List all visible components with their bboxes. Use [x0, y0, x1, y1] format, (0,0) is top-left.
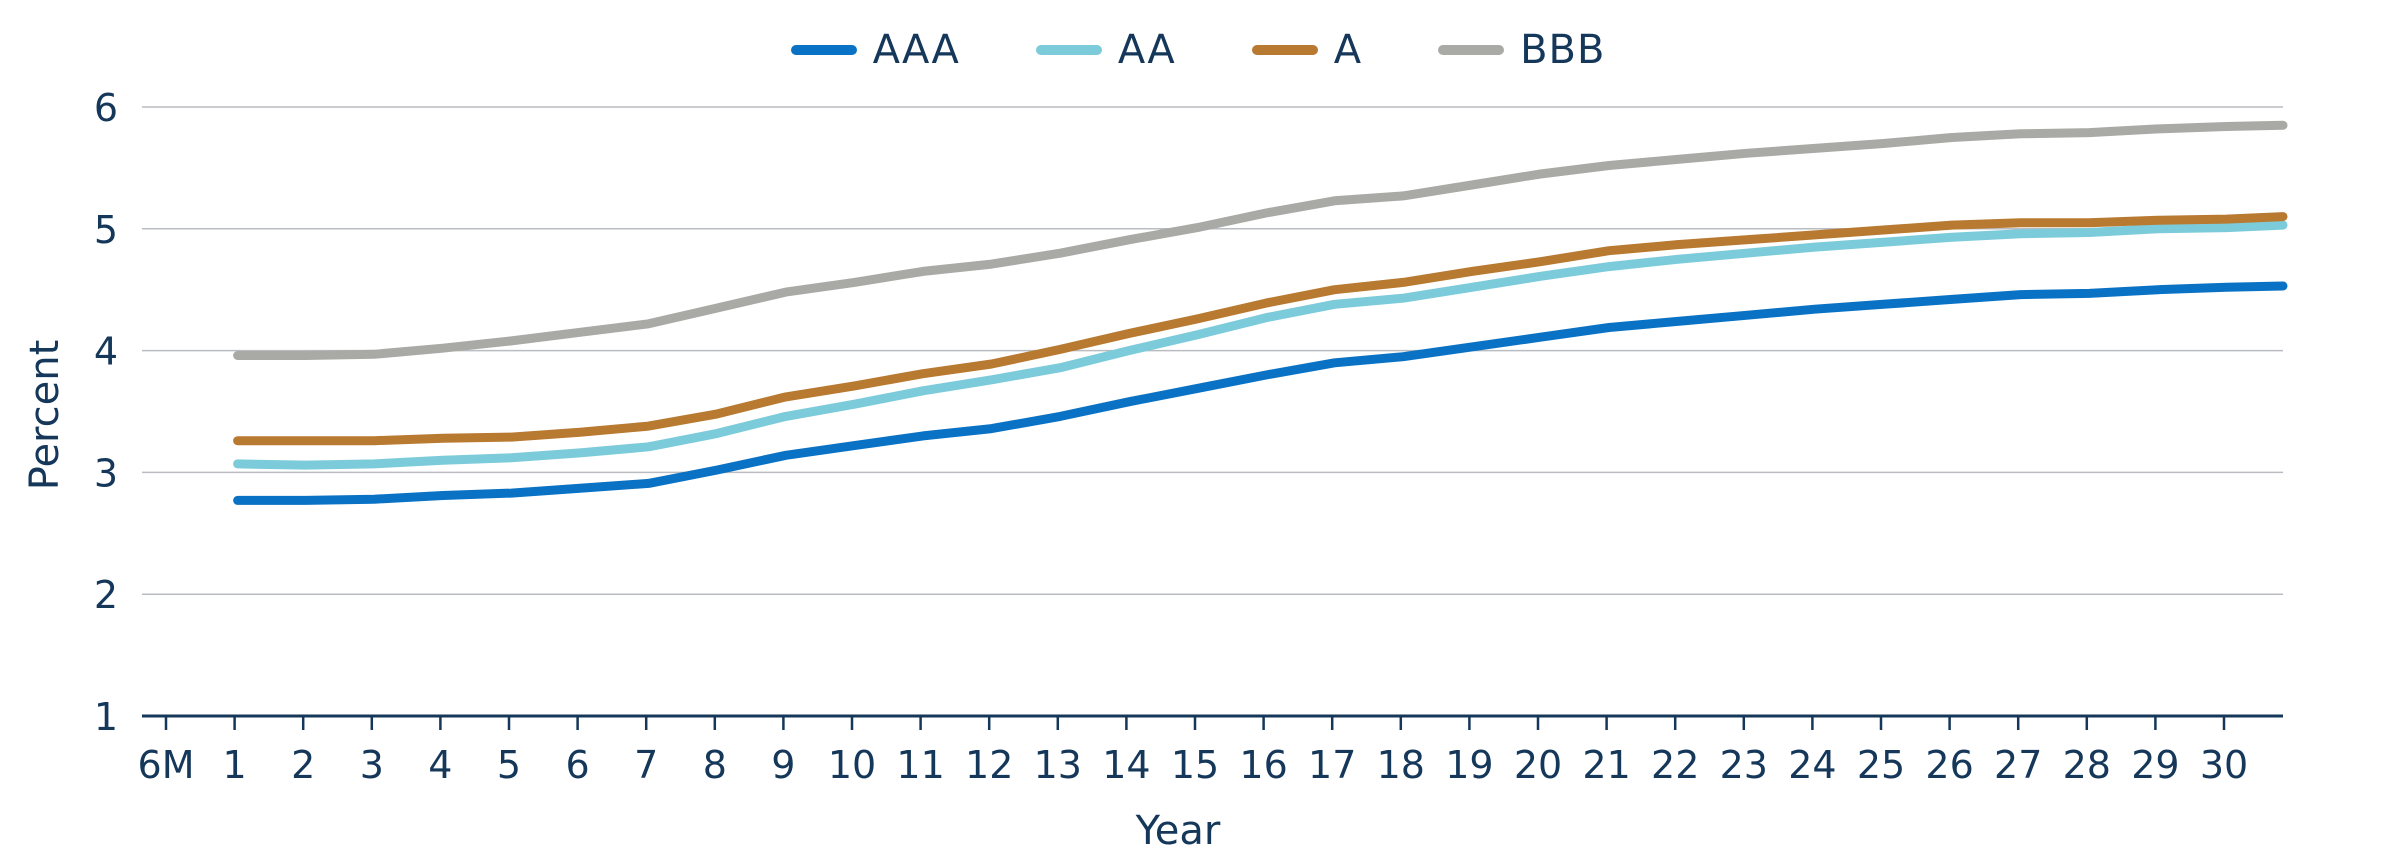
gridlines — [142, 106, 2283, 595]
legend-label-bbb: BBB — [1520, 27, 1606, 73]
x-tick-label-6: 6 — [566, 743, 590, 787]
x-tick-label-25: 25 — [1857, 743, 1905, 787]
legend-swatch-aaa — [790, 45, 857, 55]
legend-label-aaa: AAA — [872, 27, 960, 73]
x-tick-label-15: 15 — [1171, 743, 1219, 787]
series-line-aa — [233, 220, 2288, 470]
x-tick-label-29: 29 — [2131, 743, 2179, 787]
series-line-aaa — [233, 281, 2288, 505]
y-axis-ticks: 1 2 3 4 5 6 — [94, 86, 118, 739]
x-axis: 6M 1 2 3 4 5 6 7 8 9 10 11 12 13 14 15 16 17 18 19 20 21 22 23 2… — [138, 714, 2283, 787]
x-tick-label-30: 30 — [2200, 743, 2248, 787]
x-tick-label-23: 23 — [1720, 743, 1768, 787]
x-tick-label-13: 13 — [1034, 743, 1082, 787]
x-tick-label-16: 16 — [1239, 743, 1287, 787]
y-tick-label-3: 3 — [94, 451, 118, 495]
legend-item-aaa: AAA — [790, 27, 960, 73]
x-tick-label-14: 14 — [1102, 743, 1150, 787]
x-axis-title: Year — [1135, 808, 1221, 854]
x-tick-label-1: 1 — [223, 743, 247, 787]
x-tick-label-27: 27 — [1994, 743, 2042, 787]
x-tick-label-7: 7 — [634, 743, 658, 787]
legend-item-bbb: BBB — [1438, 27, 1605, 73]
legend-label-aa: AA — [1117, 27, 1176, 73]
x-tick-label-2: 2 — [291, 743, 315, 787]
x-tick-label-19: 19 — [1445, 743, 1493, 787]
legend-item-a: A — [1251, 27, 1363, 73]
x-tick-label-28: 28 — [2063, 743, 2111, 787]
series-line-a — [233, 212, 2288, 446]
x-tick-label-6M: 6M — [138, 743, 195, 787]
chart-legend: AAA AA A BBB — [0, 22, 2396, 78]
series-lines — [233, 120, 2288, 505]
x-tick-label-22: 22 — [1651, 743, 1699, 787]
x-tick-label-12: 12 — [965, 743, 1013, 787]
legend-swatch-bbb — [1438, 45, 1505, 55]
x-tick-label-20: 20 — [1514, 743, 1562, 787]
y-tick-label-4: 4 — [94, 330, 118, 374]
y-tick-label-6: 6 — [94, 86, 118, 130]
x-tick-label-21: 21 — [1582, 743, 1630, 787]
x-tick-label-10: 10 — [828, 743, 876, 787]
x-tick-label-26: 26 — [1925, 743, 1973, 787]
legend-swatch-a — [1251, 45, 1318, 55]
y-axis-title: Percent — [22, 340, 68, 491]
legend-item-aa: AA — [1035, 27, 1176, 73]
x-tick-label-18: 18 — [1377, 743, 1425, 787]
x-tick-label-3: 3 — [360, 743, 384, 787]
y-tick-label-1: 1 — [94, 695, 118, 739]
legend-swatch-aa — [1035, 45, 1102, 55]
legend-label-a: A — [1333, 27, 1363, 73]
x-tick-label-24: 24 — [1788, 743, 1836, 787]
y-tick-label-2: 2 — [94, 573, 118, 617]
x-tick-label-8: 8 — [703, 743, 727, 787]
series-line-bbb — [233, 120, 2288, 360]
x-tick-label-17: 17 — [1308, 743, 1356, 787]
x-tick-label-5: 5 — [497, 743, 521, 787]
x-tick-label-4: 4 — [428, 743, 452, 787]
y-tick-label-5: 5 — [94, 208, 118, 252]
x-tick-label-11: 11 — [896, 743, 944, 787]
x-tick-label-9: 9 — [771, 743, 795, 787]
